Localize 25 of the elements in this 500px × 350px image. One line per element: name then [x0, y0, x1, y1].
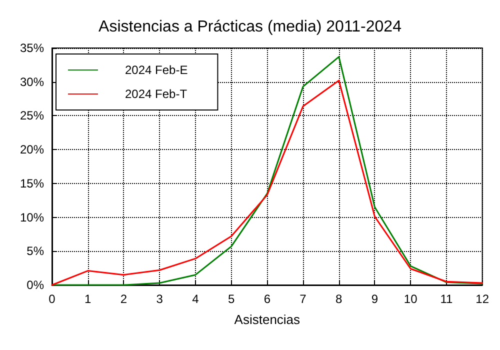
chart-title: Asistencias a Prácticas (media) 2011-2024: [98, 18, 402, 36]
x-tick-label: 12: [476, 292, 490, 306]
y-tick-label: 10%: [20, 210, 44, 224]
x-tick-label: 9: [371, 292, 378, 306]
y-tick-label: 25%: [20, 108, 44, 123]
legend-label: 2024 Feb-E: [125, 63, 188, 77]
x-tick-label: 10: [404, 292, 418, 306]
x-tick-label: 6: [264, 292, 271, 306]
x-axis-title: Asistencias: [234, 312, 301, 327]
x-tick-label: 11: [440, 292, 454, 306]
y-tick-label: 0%: [26, 278, 44, 292]
y-tick-label: 5%: [26, 244, 44, 258]
x-tick-label: 0: [48, 292, 56, 306]
x-tick-label: 3: [156, 292, 164, 306]
x-tick-label: 4: [192, 292, 200, 306]
x-tick-label: 1: [84, 292, 92, 306]
x-tick-label: 2: [120, 292, 128, 306]
y-tick-label: 20%: [20, 142, 44, 157]
x-tick-label: 7: [300, 292, 307, 306]
y-tick-label: 15%: [20, 176, 44, 190]
y-tick-label: 30%: [20, 74, 44, 89]
x-tick-label: 5: [228, 292, 235, 306]
legend-label: 2024 Feb-T: [125, 87, 188, 101]
x-tick-label: 8: [336, 292, 343, 306]
y-tick-label: 35%: [20, 41, 44, 55]
